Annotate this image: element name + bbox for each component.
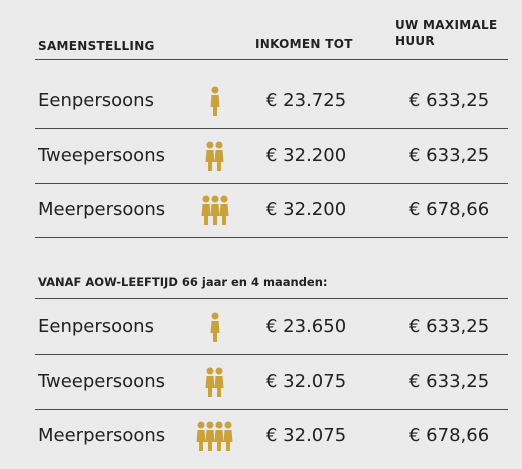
household-icon bbox=[210, 86, 219, 116]
cell-value: € 23.650 bbox=[266, 316, 347, 337]
column-header: UW MAXIMALE HUUR bbox=[395, 18, 498, 48]
cell-value: € 32.200 bbox=[266, 199, 347, 220]
row-label: Eenpersoons bbox=[38, 316, 154, 337]
rule bbox=[35, 298, 508, 299]
household-icon bbox=[205, 367, 224, 397]
row-label: Tweepersoons bbox=[38, 144, 165, 166]
cell-value: € 633,25 bbox=[409, 144, 490, 166]
household-icon bbox=[205, 141, 224, 171]
row-label: Meerpersoons bbox=[38, 425, 166, 446]
row-label: Tweepersoons bbox=[38, 370, 165, 392]
cell-value: € 32.200 bbox=[266, 144, 347, 166]
household-icon bbox=[201, 195, 228, 225]
cell-value: € 23.725 bbox=[266, 90, 347, 111]
cell-value: € 678,66 bbox=[409, 199, 490, 220]
cell-value: € 32.075 bbox=[266, 425, 347, 446]
row-label: Eenpersoons bbox=[38, 90, 154, 111]
cell-value: € 678,66 bbox=[409, 425, 490, 446]
rule bbox=[35, 237, 508, 238]
household-icon bbox=[210, 312, 219, 342]
rule bbox=[35, 408, 508, 410]
column-header: INKOMEN TOT bbox=[255, 37, 353, 51]
rule bbox=[35, 354, 508, 355]
rule bbox=[35, 182, 508, 184]
cell-value: € 633,25 bbox=[409, 370, 490, 392]
section-title: VANAF AOW-LEEFTIJD 66 jaar en 4 maanden: bbox=[38, 275, 328, 289]
cell-value: € 633,25 bbox=[409, 316, 490, 337]
rule bbox=[35, 128, 508, 129]
row-label: Meerpersoons bbox=[38, 199, 166, 220]
household-icon bbox=[196, 421, 233, 451]
cell-value: € 32.075 bbox=[266, 370, 347, 392]
cell-value: € 633,25 bbox=[409, 90, 490, 111]
column-header: SAMENSTELLING bbox=[38, 39, 155, 53]
rule bbox=[35, 59, 508, 60]
